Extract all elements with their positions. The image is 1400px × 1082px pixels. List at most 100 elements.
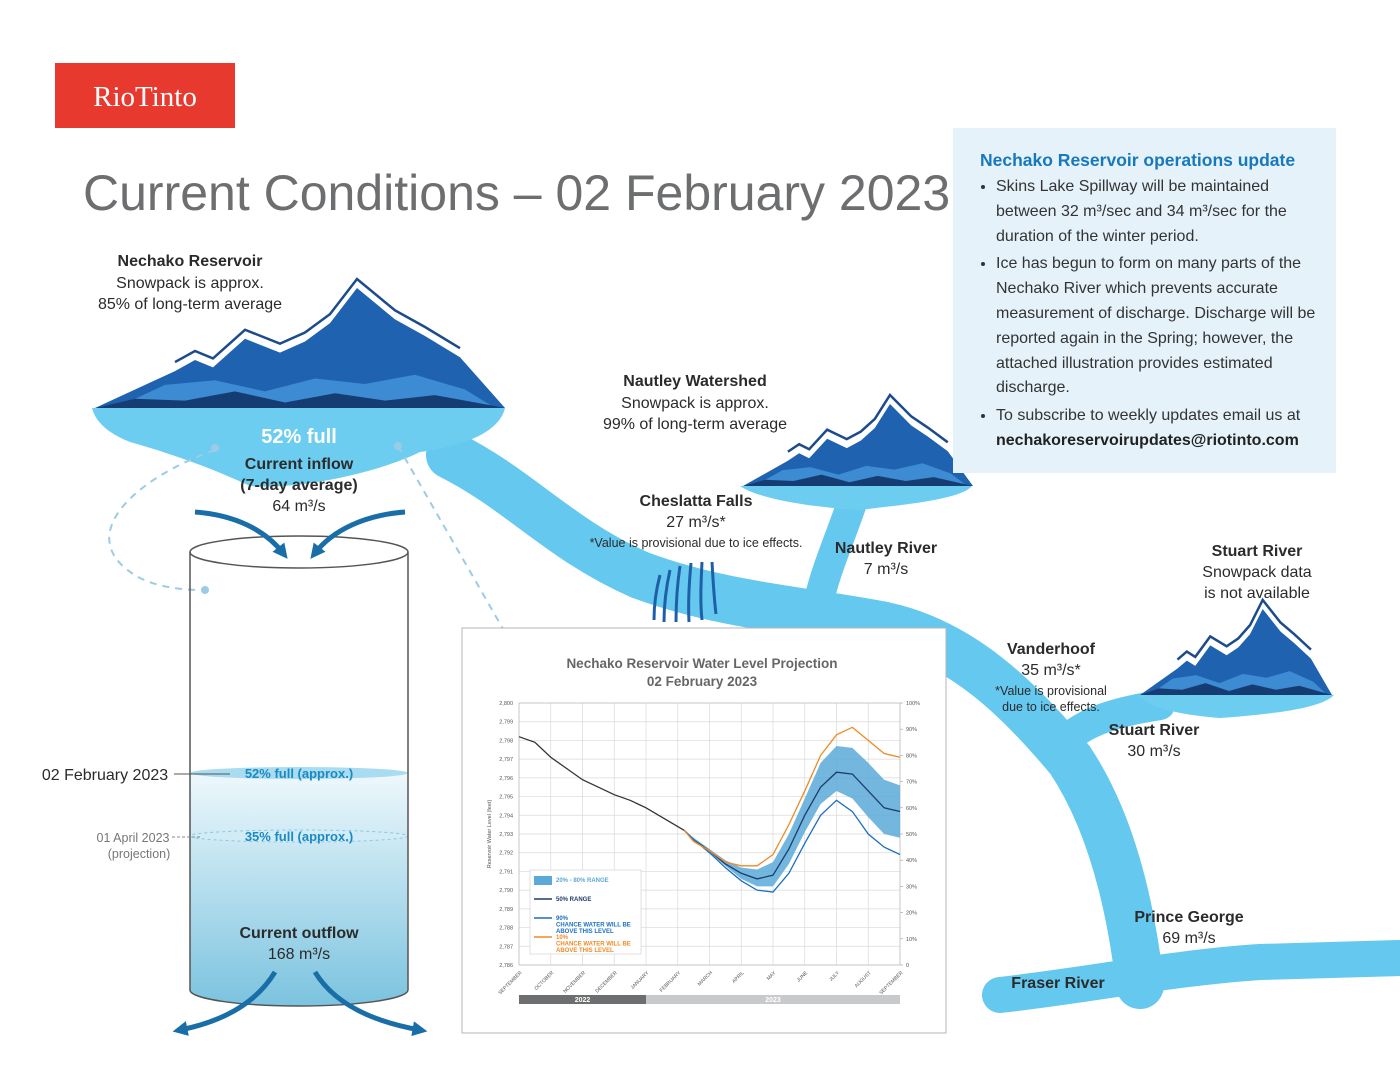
stuart-river: [1043, 690, 1175, 763]
label: 99% of long-term average: [603, 416, 787, 433]
label: (7-day average): [240, 477, 357, 494]
y-tick-label: 2,800: [499, 701, 513, 707]
projection-chart: Nechako Reservoir Water Level Projection…: [461, 627, 947, 1034]
label: Vanderhoof: [1007, 641, 1096, 658]
series-line: [518, 736, 685, 831]
label: 35% full (approx.): [245, 829, 353, 844]
year-band: [519, 995, 646, 1004]
snow-outline: [174, 277, 461, 364]
label: Stuart River: [1212, 543, 1303, 560]
update-list: Skins Lake Spillway will be maintained b…: [978, 175, 1326, 457]
waterfall: [652, 561, 718, 623]
legend-swatch: [534, 876, 552, 885]
label: Prince George: [1134, 909, 1243, 926]
dot: [201, 586, 209, 594]
label: 35 m³/s*: [1021, 662, 1081, 679]
label: is not available: [1204, 585, 1310, 602]
label: 30 m³/s: [1127, 743, 1180, 760]
year-label: 2022: [575, 997, 591, 1004]
label: 52% full: [261, 426, 337, 448]
bullet: To subscribe to weekly updates email us …: [996, 404, 1326, 454]
label: 27 m³/s*: [666, 514, 726, 531]
lake: [740, 486, 972, 510]
label: Fraser River: [1011, 975, 1104, 992]
y-tick-label: 2,794: [499, 813, 513, 819]
label: 85% of long-term average: [98, 296, 282, 313]
label: Nautley River: [835, 540, 937, 557]
bullet-text: To subscribe to weekly updates email us …: [996, 407, 1301, 425]
connectors: [108, 445, 519, 656]
ridge: [743, 474, 973, 486]
email: nechakoreservoirupdates@riotinto.com: [996, 431, 1299, 449]
legend-label: 10% CHANCE WATER WILL BE ABOVE THIS LEVEL: [556, 935, 631, 954]
label: Nechako Reservoir: [118, 253, 263, 270]
y-tick-label: 2,786: [499, 963, 513, 969]
y2-tick-label: 30%: [906, 884, 917, 890]
ridge: [95, 391, 505, 408]
label: 52% full (approx.): [245, 766, 353, 781]
legend-label: 50% RANGE: [556, 897, 591, 903]
ridge: [1140, 683, 1332, 695]
label: Snowpack data: [1202, 564, 1312, 581]
label: Nautley Watershed: [623, 373, 766, 390]
label: Snowpack is approx.: [621, 395, 769, 412]
label: (projection): [108, 847, 171, 861]
y2-tick-label: 70%: [906, 780, 917, 786]
mountains: [95, 277, 1332, 695]
snow-outline: [1176, 597, 1312, 661]
lake: [1138, 695, 1334, 718]
y-tick-label: 2,792: [499, 851, 513, 857]
lakes: [92, 408, 1334, 718]
y-tick-label: 2,789: [499, 907, 513, 913]
label: 64 m³/s: [272, 498, 325, 515]
y2-tick-label: 40%: [906, 858, 917, 864]
y-tick-label: 2,797: [499, 757, 513, 763]
label: 02 February 2023: [42, 767, 168, 784]
lake: [92, 408, 505, 487]
y-tick-label: 2,788: [499, 926, 513, 932]
legend-label: 20% - 80% RANGE: [556, 878, 609, 884]
series-line: [683, 799, 901, 893]
y-tick-label: 2,793: [499, 832, 513, 838]
y2-tick-label: 10%: [906, 937, 917, 943]
page-title: Current Conditions – 02 February 2023: [83, 165, 950, 221]
y-tick-label: 2,795: [499, 795, 513, 801]
dot: [394, 442, 402, 450]
year-band: [646, 995, 900, 1004]
flow-arrows: [172, 509, 428, 1037]
y-tick-label: 2,790: [499, 888, 513, 894]
y2-tick-label: 20%: [906, 911, 917, 917]
dot: [211, 444, 219, 452]
legend-label: 90% CHANCE WATER WILL BE ABOVE THIS LEVEL: [556, 916, 631, 935]
y2-tick-label: 50%: [906, 832, 917, 838]
logo: RioTinto: [93, 81, 197, 113]
label: *Value is provisional: [995, 684, 1107, 698]
chart-subtitle: 02 February 2023: [647, 674, 758, 689]
bullet: Skins Lake Spillway will be maintained b…: [996, 175, 1326, 249]
tank: [172, 535, 409, 1007]
bullet: Ice has begun to form on many parts of t…: [996, 252, 1326, 401]
y-tick-label: 2,796: [499, 776, 513, 782]
update-box: Nechako Reservoir operations update Skin…: [953, 128, 1336, 473]
range-band: [684, 746, 900, 887]
label: Stuart River: [1109, 722, 1200, 739]
label: 168 m³/s: [268, 946, 330, 963]
snow-outline: [787, 393, 949, 453]
label: due to ice effects.: [1002, 700, 1100, 714]
y2-tick-label: 90%: [906, 727, 917, 733]
label: Current outflow: [239, 925, 359, 942]
label: Current inflow: [245, 456, 354, 473]
y-tick-label: 2,798: [499, 738, 513, 744]
y2-tick-label: 100%: [906, 701, 920, 707]
label: 69 m³/s: [1162, 930, 1215, 947]
label: *Value is provisional due to ice effects…: [590, 536, 803, 550]
y2-tick-label: 0: [906, 963, 909, 969]
logo-box: [55, 63, 235, 128]
y2-tick-label: 60%: [906, 806, 917, 812]
fraser-river: [982, 940, 1400, 1013]
chart-title: Nechako Reservoir Water Level Projection: [566, 656, 837, 671]
y-tick-label: 2,791: [499, 869, 513, 875]
label: Snowpack is approx.: [116, 275, 264, 292]
label: Cheslatta Falls: [640, 493, 753, 510]
